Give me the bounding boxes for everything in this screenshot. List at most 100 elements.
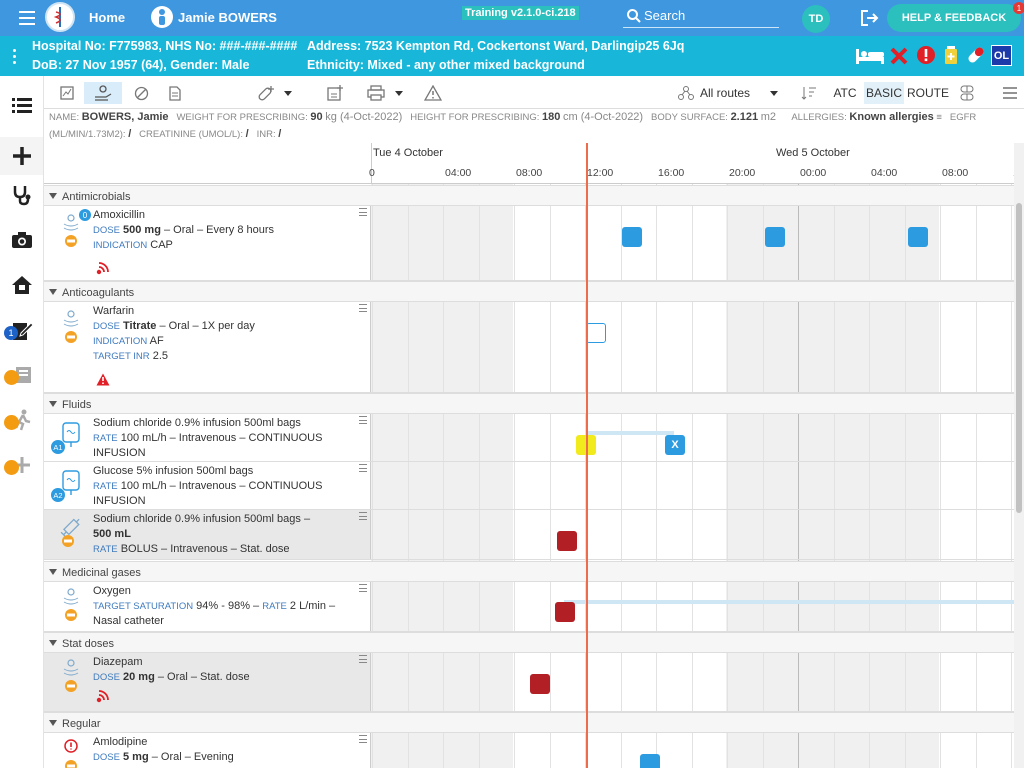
view-document-button[interactable] (162, 82, 188, 104)
stethoscope-icon (13, 186, 31, 206)
infusion-bag-icon (62, 470, 80, 495)
search-field[interactable]: Search (623, 6, 779, 28)
section-fluids[interactable]: Fluids (44, 393, 1014, 414)
user-avatar[interactable]: TD (802, 5, 830, 33)
add-protocol-button[interactable] (322, 82, 348, 104)
version-label: Training v2.1.0-ci.218 (462, 6, 579, 20)
patient-ethnicity: Ethnicity: Mixed - any other mixed backg… (307, 58, 585, 72)
scrollbar-thumb[interactable] (1016, 203, 1022, 513)
sidebar-item-list[interactable] (9, 92, 35, 118)
group-basic-button[interactable]: BASIC (864, 82, 904, 104)
given-dose-mark[interactable] (555, 602, 575, 622)
chart-toolbar: All routes ATC BASIC ROUTE (44, 76, 1024, 109)
sidebar-item-clinical[interactable] (9, 182, 35, 208)
patient-banner: Hospital No: F775983, NHS No: ###-###-##… (0, 36, 1024, 76)
medication-container-icon[interactable] (943, 45, 959, 65)
rate-detail-cont: INFUSION (93, 495, 146, 507)
drug-label[interactable]: Sodium chloride 0.9% infusion 500ml bags… (44, 510, 371, 559)
dose-value: 5 mg (123, 751, 149, 763)
due-dose-mark[interactable] (586, 323, 606, 343)
row-menu-icon[interactable] (359, 512, 367, 520)
drug-label[interactable]: A1 Sodium chloride 0.9% infusion 500ml b… (44, 414, 371, 461)
sort-button[interactable] (798, 82, 820, 104)
scheduled-dose-mark[interactable] (640, 754, 660, 768)
scheduled-dose-mark[interactable] (765, 227, 785, 247)
section-regular[interactable]: Regular (44, 712, 1014, 733)
drug-label[interactable]: Warfarin DOSE Titrate – Oral – 1X per da… (44, 302, 371, 392)
drug-label[interactable]: Amlodipine DOSE 5 mg – Oral – Evening (44, 733, 371, 768)
home-link[interactable]: Home (89, 10, 126, 25)
info-bsa-unit: m2 (760, 111, 777, 123)
user-initials: TD (808, 13, 824, 25)
view-chart-button[interactable] (54, 82, 80, 104)
drug-row-amoxicillin[interactable]: 0 Amoxicillin DOSE 500 mg – Oral – Every… (44, 206, 1014, 281)
row-menu-icon[interactable] (359, 464, 367, 472)
drug-label[interactable]: 0 Amoxicillin DOSE 500 mg – Oral – Every… (44, 206, 371, 280)
sidebar-item-notes[interactable] (9, 317, 35, 343)
infusion-stop-mark[interactable]: X (665, 435, 685, 455)
patient-name-header[interactable]: Jamie BOWERS (178, 10, 277, 25)
sidebar-item-locked-reports[interactable] (9, 362, 35, 388)
indication-value: AF (149, 335, 164, 347)
collapse-icon (49, 720, 57, 726)
row-menu-icon[interactable] (359, 584, 367, 592)
row-menu-icon[interactable] (359, 655, 367, 663)
app-logo[interactable] (45, 2, 75, 32)
more-menu-button[interactable] (999, 82, 1021, 104)
view-administer-button[interactable] (84, 82, 122, 104)
help-feedback-button[interactable]: HELP & FEEDBACK (887, 4, 1021, 32)
help-badge-count: 1 (1016, 3, 1022, 13)
drug-label[interactable]: Diazepam DOSE 20 mg – Oral – Stat. dose (44, 653, 371, 711)
row-menu-icon[interactable] (359, 735, 367, 743)
drug-text: Oxygen TARGET SATURATION 94% - 98% – RAT… (93, 584, 363, 629)
patient-menu-icon[interactable] (13, 49, 17, 64)
grid-line (869, 161, 870, 768)
section-stat-doses[interactable]: Stat doses (44, 632, 1014, 653)
group-route-button[interactable]: ROUTE (907, 82, 949, 104)
row-menu-icon[interactable] (359, 208, 367, 216)
add-prescription-button[interactable] (254, 82, 294, 104)
menu-icon[interactable] (19, 11, 35, 25)
warnings-button[interactable] (422, 82, 444, 104)
row-menu-icon[interactable] (359, 416, 367, 424)
pill-icon[interactable] (965, 45, 987, 65)
drug-row-oxygen[interactable]: Oxygen TARGET SATURATION 94% - 98% – RAT… (44, 582, 1014, 632)
drug-row-amlodipine[interactable]: Amlodipine DOSE 5 mg – Oral – Evening (44, 733, 1014, 768)
scheduled-dose-mark[interactable] (622, 227, 642, 247)
sidebar-item-camera[interactable] (9, 227, 35, 253)
ol-badge[interactable]: OL (991, 45, 1012, 66)
list-icon (12, 98, 32, 113)
dose-value: Titrate (123, 320, 157, 332)
drug-label[interactable]: A2 Glucose 5% infusion 500ml bags RATE 1… (44, 462, 371, 509)
sidebar-item-add[interactable] (0, 137, 43, 175)
logout-icon[interactable] (860, 9, 880, 27)
allergy-x-icon[interactable] (889, 46, 909, 66)
info-allergies-value[interactable]: Known allergies (849, 111, 934, 123)
drug-row-sodium-chloride-infusion[interactable]: A1 Sodium chloride 0.9% infusion 500ml b… (44, 414, 1014, 462)
print-button[interactable] (362, 82, 408, 104)
sidebar-item-home[interactable] (9, 272, 35, 298)
drug-label[interactable]: Oxygen TARGET SATURATION 94% - 98% – RAT… (44, 582, 371, 631)
drug-row-warfarin[interactable]: Warfarin DOSE Titrate – Oral – 1X per da… (44, 302, 1014, 393)
section-title: Antimicrobials (62, 191, 131, 203)
drug-row-sodium-chloride-bolus[interactable]: Sodium chloride 0.9% infusion 500ml bags… (44, 510, 1014, 560)
group-atc-button[interactable]: ATC (830, 82, 860, 104)
given-dose-mark[interactable] (557, 531, 577, 551)
basic-label: BASIC (865, 86, 902, 100)
row-menu-icon[interactable] (359, 304, 367, 312)
section-antimicrobials[interactable]: Antimicrobials (44, 185, 1014, 206)
allergies-menu-icon[interactable]: ≡ (936, 112, 942, 123)
scheduled-dose-mark[interactable] (908, 227, 928, 247)
combine-button[interactable] (956, 82, 978, 104)
section-medicinal-gases[interactable]: Medicinal gases (44, 561, 1014, 582)
given-dose-mark[interactable] (530, 674, 550, 694)
help-label: HELP & FEEDBACK (901, 12, 1007, 24)
bed-icon[interactable] (855, 46, 885, 66)
view-discontinued-button[interactable] (128, 82, 154, 104)
section-anticoagulants[interactable]: Anticoagulants (44, 281, 1014, 302)
alert-icon[interactable] (916, 45, 936, 65)
routes-filter[interactable]: All routes (678, 82, 778, 104)
vertical-scrollbar[interactable] (1014, 143, 1024, 768)
drug-row-diazepam[interactable]: Diazepam DOSE 20 mg – Oral – Stat. dose (44, 653, 1014, 712)
drug-row-glucose-infusion[interactable]: A2 Glucose 5% infusion 500ml bags RATE 1… (44, 462, 1014, 510)
